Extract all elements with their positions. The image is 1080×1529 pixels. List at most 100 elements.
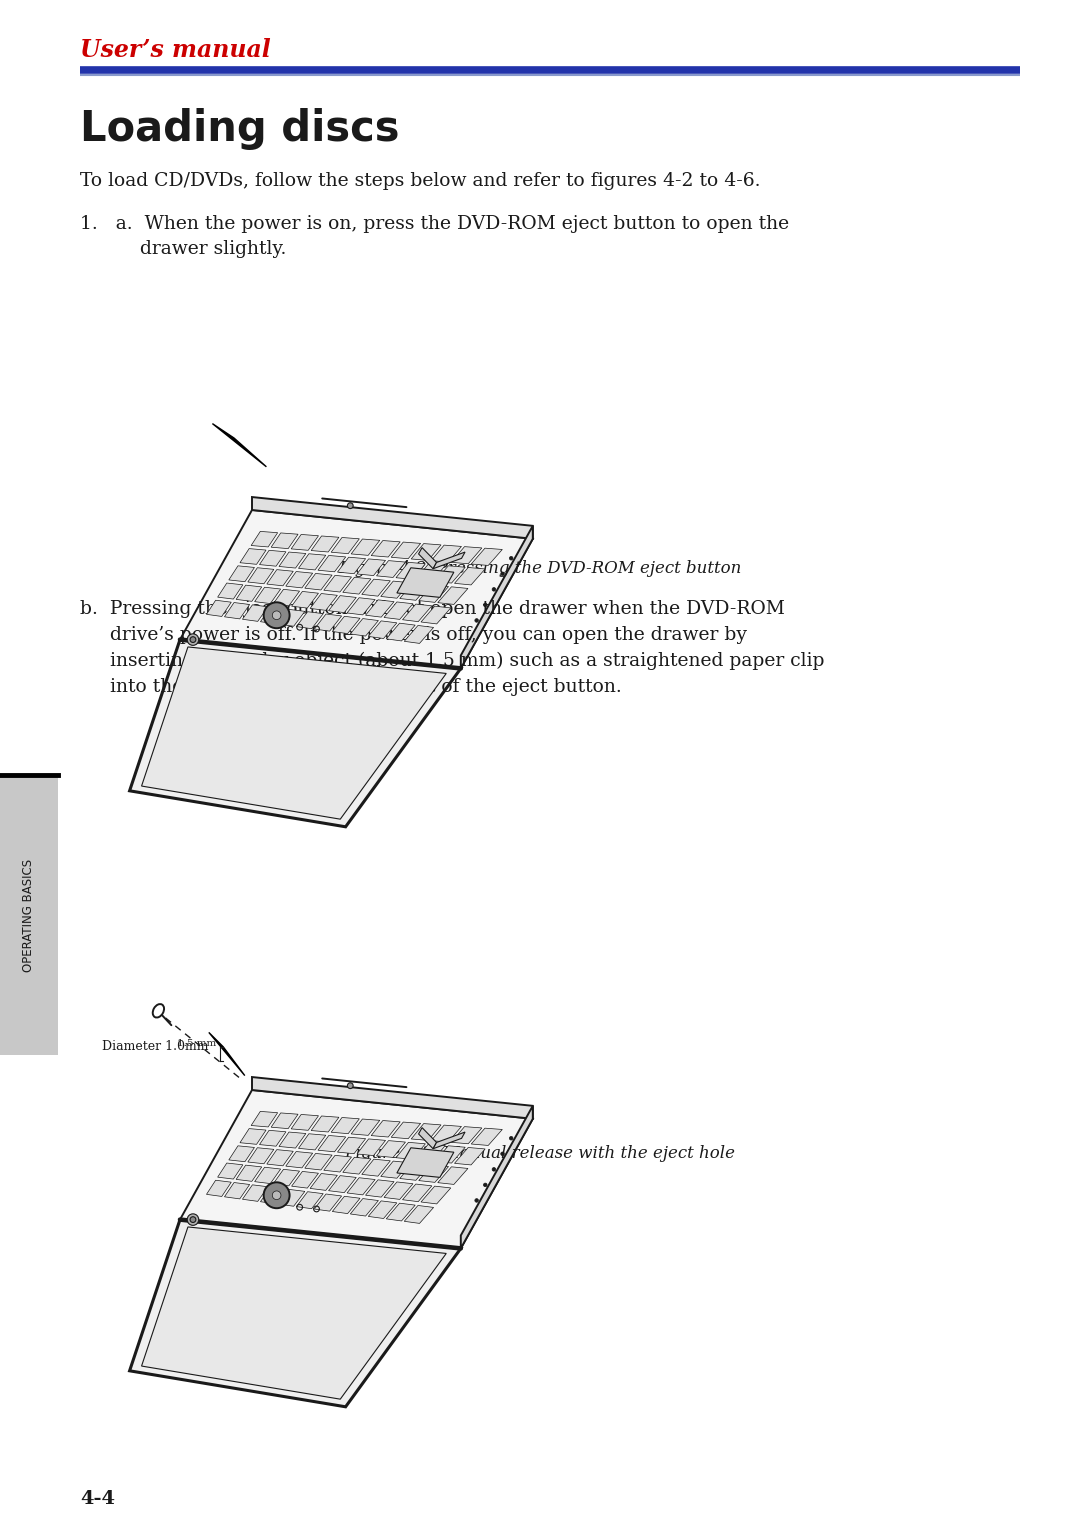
Polygon shape bbox=[421, 1187, 450, 1203]
Polygon shape bbox=[333, 616, 360, 633]
Polygon shape bbox=[314, 615, 341, 631]
Polygon shape bbox=[225, 602, 249, 619]
Polygon shape bbox=[377, 561, 405, 578]
Circle shape bbox=[190, 636, 195, 642]
Polygon shape bbox=[381, 581, 409, 598]
Polygon shape bbox=[180, 1090, 532, 1248]
Polygon shape bbox=[372, 541, 401, 557]
Polygon shape bbox=[333, 1196, 360, 1214]
Polygon shape bbox=[347, 1177, 375, 1194]
Polygon shape bbox=[332, 1118, 360, 1133]
Polygon shape bbox=[351, 540, 380, 555]
Polygon shape bbox=[218, 1164, 243, 1179]
Text: 1.   a.  When the power is on, press the DVD-ROM eject button to open the: 1. a. When the power is on, press the DV… bbox=[80, 216, 789, 232]
Polygon shape bbox=[318, 555, 346, 572]
Polygon shape bbox=[471, 549, 502, 566]
Text: Figure 4-3  Manual release with the eject hole: Figure 4-3 Manual release with the eject… bbox=[345, 1145, 735, 1162]
Polygon shape bbox=[347, 598, 375, 615]
Polygon shape bbox=[416, 1144, 445, 1161]
Polygon shape bbox=[391, 1122, 420, 1139]
Polygon shape bbox=[267, 570, 294, 586]
Circle shape bbox=[484, 602, 487, 607]
Polygon shape bbox=[461, 1105, 532, 1248]
Text: inserting a slender object (about 1.5 mm) such as a straightened paper clip: inserting a slender object (about 1.5 mm… bbox=[80, 651, 824, 670]
Polygon shape bbox=[229, 1145, 255, 1162]
Polygon shape bbox=[271, 534, 298, 549]
Circle shape bbox=[264, 602, 289, 628]
Polygon shape bbox=[252, 1076, 532, 1119]
Text: Loading discs: Loading discs bbox=[80, 109, 400, 150]
Text: Diameter 1.0mm: Diameter 1.0mm bbox=[102, 1040, 208, 1052]
Polygon shape bbox=[400, 583, 429, 601]
Polygon shape bbox=[391, 543, 420, 558]
Polygon shape bbox=[455, 567, 485, 586]
Circle shape bbox=[510, 1136, 513, 1141]
Polygon shape bbox=[260, 607, 286, 624]
Polygon shape bbox=[260, 1187, 286, 1203]
Circle shape bbox=[187, 1214, 199, 1225]
Polygon shape bbox=[365, 1180, 394, 1197]
Polygon shape bbox=[350, 1199, 378, 1216]
Polygon shape bbox=[357, 560, 386, 575]
Polygon shape bbox=[350, 619, 378, 636]
Polygon shape bbox=[342, 1157, 370, 1174]
Polygon shape bbox=[455, 1147, 485, 1165]
Polygon shape bbox=[310, 593, 337, 610]
Polygon shape bbox=[292, 1115, 319, 1130]
Polygon shape bbox=[240, 549, 266, 564]
Polygon shape bbox=[337, 557, 366, 573]
Polygon shape bbox=[377, 1141, 405, 1157]
Polygon shape bbox=[292, 592, 319, 609]
Polygon shape bbox=[433, 1131, 465, 1148]
Polygon shape bbox=[435, 1145, 465, 1164]
Polygon shape bbox=[242, 605, 268, 621]
Polygon shape bbox=[247, 567, 274, 584]
Polygon shape bbox=[305, 573, 332, 590]
Polygon shape bbox=[419, 1165, 448, 1182]
Polygon shape bbox=[141, 1226, 446, 1399]
Circle shape bbox=[272, 612, 281, 619]
Bar bbox=[0, 775, 58, 1055]
Polygon shape bbox=[237, 586, 261, 601]
Text: User’s manual: User’s manual bbox=[80, 38, 271, 63]
Polygon shape bbox=[451, 1127, 482, 1144]
Circle shape bbox=[190, 1217, 195, 1223]
Polygon shape bbox=[271, 1113, 298, 1128]
Polygon shape bbox=[362, 1159, 390, 1176]
Polygon shape bbox=[384, 1182, 413, 1199]
Polygon shape bbox=[247, 1148, 274, 1164]
Polygon shape bbox=[206, 601, 231, 616]
Polygon shape bbox=[357, 1139, 386, 1156]
Polygon shape bbox=[141, 647, 446, 820]
Polygon shape bbox=[342, 578, 370, 595]
Polygon shape bbox=[279, 1190, 305, 1206]
Circle shape bbox=[484, 1183, 487, 1187]
Polygon shape bbox=[400, 1164, 429, 1180]
Polygon shape bbox=[404, 625, 433, 644]
Text: To load CD/DVDs, follow the steps below and refer to figures 4-2 to 4-6.: To load CD/DVDs, follow the steps below … bbox=[80, 171, 760, 190]
Circle shape bbox=[272, 1191, 281, 1200]
Polygon shape bbox=[368, 621, 396, 639]
Polygon shape bbox=[396, 1142, 426, 1159]
Polygon shape bbox=[328, 596, 356, 613]
Polygon shape bbox=[286, 1151, 313, 1168]
Polygon shape bbox=[259, 1130, 286, 1147]
Polygon shape bbox=[362, 579, 390, 596]
Polygon shape bbox=[435, 566, 465, 583]
Polygon shape bbox=[437, 587, 468, 604]
Polygon shape bbox=[279, 552, 306, 569]
Polygon shape bbox=[255, 587, 281, 604]
Polygon shape bbox=[381, 1161, 409, 1179]
Polygon shape bbox=[416, 564, 445, 581]
Text: drive’s power is off. If the power is off, you can open the drawer by: drive’s power is off. If the power is of… bbox=[80, 625, 747, 644]
Polygon shape bbox=[403, 1183, 432, 1202]
Circle shape bbox=[475, 619, 478, 622]
Polygon shape bbox=[332, 538, 360, 553]
Polygon shape bbox=[130, 1220, 461, 1407]
Polygon shape bbox=[387, 624, 415, 641]
Polygon shape bbox=[240, 1128, 266, 1144]
Polygon shape bbox=[267, 1150, 294, 1165]
Polygon shape bbox=[298, 553, 326, 570]
Polygon shape bbox=[404, 1205, 433, 1223]
Polygon shape bbox=[311, 537, 339, 552]
